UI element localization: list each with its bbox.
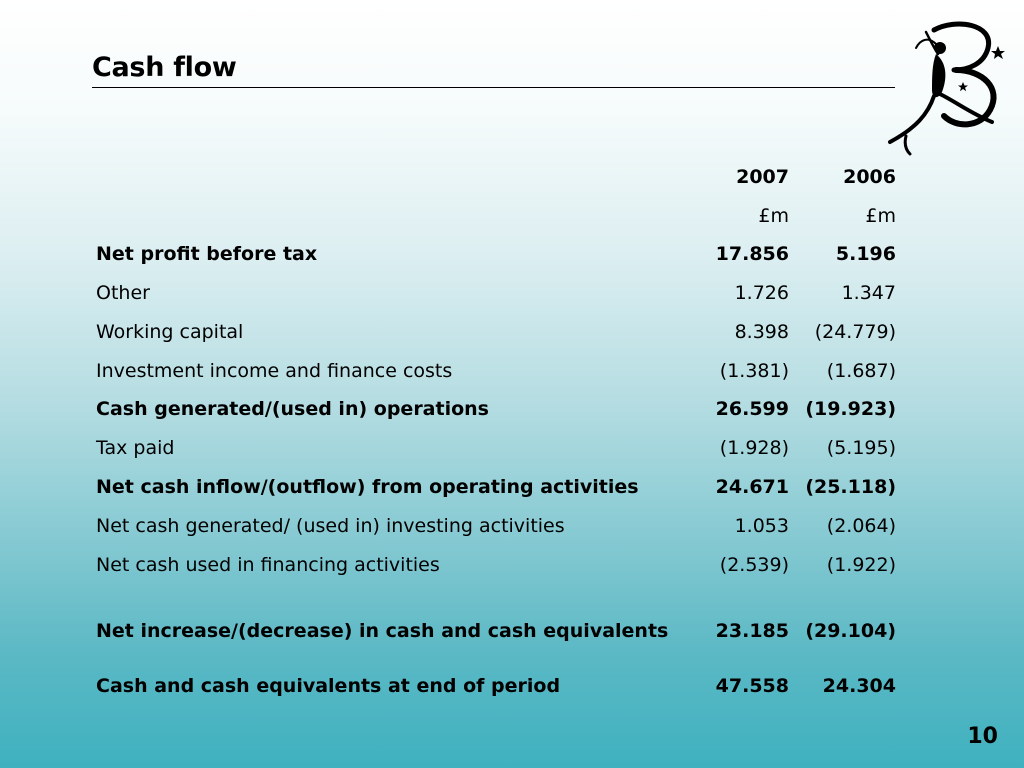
row-label: Cash generated/(used in) operations [96, 398, 489, 420]
table-row: Cash and cash equivalents at end of peri… [96, 671, 896, 701]
column-header-2007: 2007 [736, 166, 789, 188]
unit-label-2006: £m [865, 205, 896, 227]
title-underline [92, 87, 895, 88]
table-row: Tax paid (1.928) (5.195) [96, 433, 896, 463]
value-2006: (1.922) [826, 554, 896, 576]
value-2006: (5.195) [826, 437, 896, 459]
row-label: Net profit before tax [96, 243, 318, 265]
value-2007: 17.856 [715, 243, 789, 265]
table-row: Net profit before tax 17.856 5.196 [96, 239, 896, 269]
table-row: Working capital 8.398 (24.779) [96, 317, 896, 347]
row-label: Net cash used in financing activities [96, 554, 440, 576]
column-header-2006: 2006 [843, 166, 896, 188]
row-label: Investment income and finance costs [96, 360, 453, 382]
value-2006: (19.923) [805, 398, 896, 420]
value-2006: (29.104) [805, 620, 896, 642]
page-title: Cash flow [92, 52, 237, 83]
row-label: Working capital [96, 321, 244, 343]
value-2007: 1.726 [734, 282, 789, 304]
table-row: Net increase/(decrease) in cash and cash… [96, 616, 896, 646]
value-2007: 23.185 [715, 620, 789, 642]
value-2007: 47.558 [715, 675, 789, 697]
row-label: Other [96, 282, 150, 304]
row-label: Tax paid [96, 437, 175, 459]
table-header-units: £m £m [96, 201, 896, 231]
value-2006: (24.779) [814, 321, 896, 343]
table-row: Net cash used in financing activities (2… [96, 550, 896, 580]
table-header-years: 2007 2006 [96, 162, 896, 192]
leaping-figure-b-logo-icon [888, 21, 1005, 156]
table-row: Net cash generated/ (used in) investing … [96, 511, 896, 541]
table-row: Cash generated/(used in) operations 26.5… [96, 394, 896, 424]
table-row: Investment income and finance costs (1.3… [96, 356, 896, 386]
row-label: Net increase/(decrease) in cash and cash… [96, 620, 669, 642]
value-2006: 24.304 [822, 675, 896, 697]
value-2006: 5.196 [835, 243, 896, 265]
unit-label-2007: £m [758, 205, 789, 227]
value-2007: (2.539) [719, 554, 789, 576]
value-2007: (1.928) [719, 437, 789, 459]
value-2006: 1.347 [841, 282, 896, 304]
value-2006: (25.118) [805, 476, 896, 498]
table-row: Other 1.726 1.347 [96, 278, 896, 308]
row-label: Net cash generated/ (used in) investing … [96, 515, 565, 537]
value-2006: (1.687) [826, 360, 896, 382]
value-2007: 24.671 [715, 476, 789, 498]
page-number: 10 [967, 724, 998, 749]
value-2006: (2.064) [826, 515, 896, 537]
table-row: Net cash inflow/(outflow) from operating… [96, 472, 896, 502]
value-2007: 26.599 [715, 398, 789, 420]
value-2007: 1.053 [734, 515, 789, 537]
row-label: Net cash inflow/(outflow) from operating… [96, 476, 639, 498]
value-2007: (1.381) [719, 360, 789, 382]
row-label: Cash and cash equivalents at end of peri… [96, 675, 561, 697]
value-2007: 8.398 [734, 321, 789, 343]
